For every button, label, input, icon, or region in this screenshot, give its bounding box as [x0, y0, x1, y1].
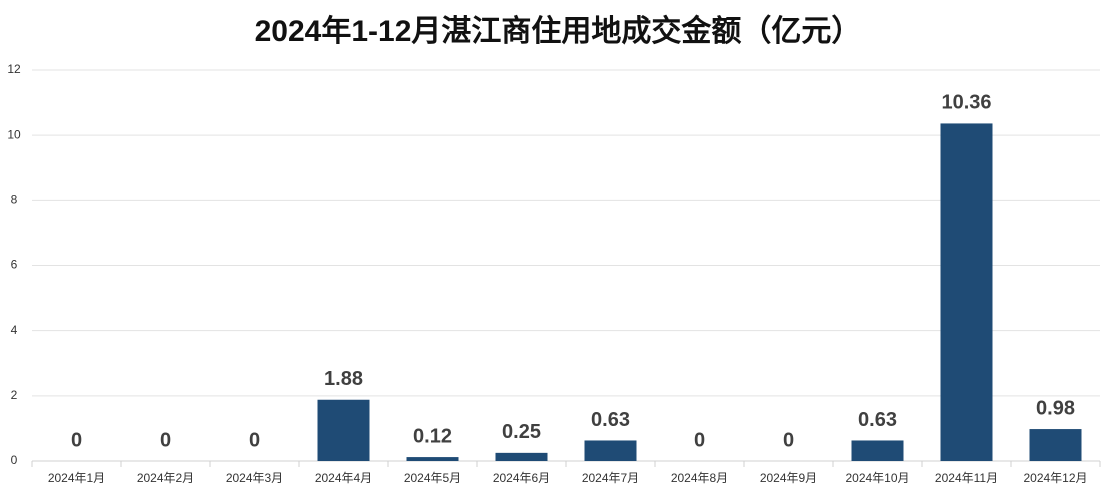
data-label: 0.98 [1036, 397, 1075, 419]
x-tick-label: 2024年10月 [845, 471, 909, 485]
data-label: 0 [249, 429, 260, 451]
data-label: 0.25 [502, 421, 541, 443]
data-label: 0.12 [413, 425, 452, 447]
data-label: 0 [71, 429, 82, 451]
bar [584, 440, 637, 461]
data-label: 0 [694, 429, 705, 451]
chart-title: 2024年1-12月湛江商住用地成交金额（亿元） [255, 14, 862, 48]
data-label: 0.63 [858, 409, 897, 431]
data-label: 1.88 [324, 368, 363, 390]
data-label: 0 [783, 429, 794, 451]
y-tick-label: 10 [7, 127, 21, 141]
data-label: 0.63 [591, 409, 630, 431]
data-label: 0 [160, 429, 171, 451]
data-label: 10.36 [941, 92, 991, 114]
bar [1029, 429, 1082, 461]
bar [495, 452, 548, 461]
x-tick-label: 2024年11月 [935, 471, 998, 485]
x-tick-label: 2024年4月 [315, 471, 372, 485]
bar [406, 457, 459, 461]
y-tick-label: 2 [11, 388, 18, 402]
x-tick-label: 2024年1月 [48, 471, 105, 485]
x-tick-label: 2024年6月 [493, 471, 550, 485]
y-tick-label: 12 [7, 62, 21, 76]
x-tick-label: 2024年9月 [760, 471, 817, 485]
y-tick-label: 4 [11, 323, 18, 337]
x-tick-label: 2024年3月 [226, 471, 283, 485]
bar [940, 123, 993, 461]
x-tick-label: 2024年7月 [582, 471, 639, 485]
x-tick-label: 2024年12月 [1023, 471, 1087, 485]
x-tick-label: 2024年5月 [404, 471, 461, 485]
bar [317, 399, 370, 461]
y-tick-label: 0 [11, 453, 18, 467]
x-tick-label: 2024年2月 [137, 471, 194, 485]
y-tick-label: 8 [11, 193, 18, 207]
bar [851, 440, 904, 461]
x-tick-label: 2024年8月 [671, 471, 728, 485]
y-tick-label: 6 [11, 258, 18, 272]
